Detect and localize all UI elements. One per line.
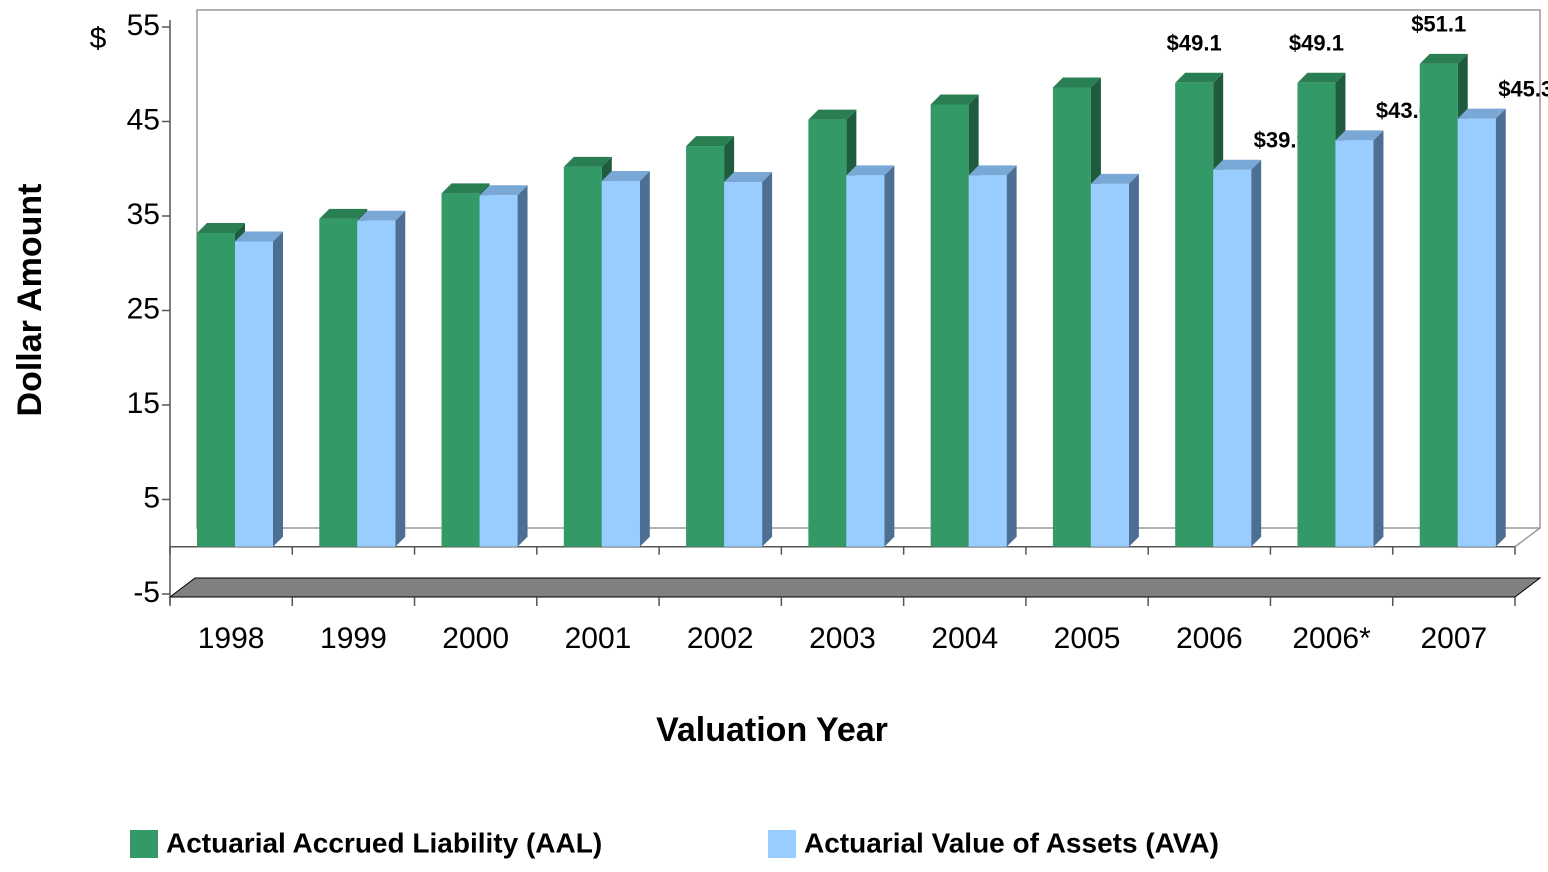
bar-top [235,231,283,242]
bar-side [517,185,528,547]
y-tick-label: 5 [143,481,160,514]
bar [1090,173,1139,547]
bar-top [319,208,368,219]
bar-top [930,94,979,105]
bar-top [441,183,490,194]
value-label: $49.1 [1167,31,1222,56]
bar-top [563,156,612,167]
value-label: $45.3 [1498,76,1548,101]
bar-top [1297,72,1346,83]
bar-front [930,104,969,547]
bar [235,231,283,547]
bar-top [1419,53,1468,64]
y-tick-label: 15 [127,387,160,420]
legend-swatch [130,830,158,858]
y-tick-label: 25 [127,292,160,325]
bar-front [686,146,725,547]
bar-top [724,171,773,182]
x-tick-label: 2007 [1420,622,1487,655]
bar-front [1213,169,1252,547]
bar-top [1052,77,1101,88]
y-tick-label: -5 [133,576,160,609]
bar-front [601,181,640,547]
bar-top [1090,173,1139,184]
bar-top [601,171,650,182]
bar-top [1213,159,1262,170]
bar-side [1251,159,1262,547]
bar-top [968,165,1017,176]
bar-side [1495,108,1506,547]
x-tick-label: 2006* [1292,622,1371,655]
bar-front [1297,82,1336,547]
bar-side [273,231,283,547]
x-axis-label: Valuation Year [656,711,888,749]
bar [357,210,406,547]
bar-front [197,233,235,547]
bar-front [479,195,518,547]
bar [724,171,773,547]
y-tick-label: 55 [127,9,160,42]
x-tick-label: 2004 [931,622,998,655]
legend-label: Actuarial Accrued Liability (AAL) [166,827,602,858]
bar-front [1335,140,1374,547]
bar [601,171,650,547]
y-tick-label: 45 [127,103,160,136]
bar-top [846,165,895,176]
bar-side [884,165,895,547]
legend-swatch [768,830,796,858]
bar-front [1175,82,1214,547]
legend-label: Actuarial Value of Assets (AVA) [804,827,1219,858]
x-tick-label: 2005 [1054,622,1121,655]
bar-front [1419,63,1458,547]
bar-top [1457,108,1506,119]
bar-top [197,223,245,234]
bar-front [357,220,396,547]
bar-side [762,171,773,547]
bar-top [808,109,857,120]
bar-front [846,175,885,547]
x-tick-label: 2001 [565,622,632,655]
bar-front [1052,87,1091,547]
x-tick-label: 2000 [442,622,509,655]
bar-side [1006,165,1017,547]
bar-top [686,136,735,147]
y-axis-label: Dollar Amount [11,184,49,417]
floor [168,577,1542,598]
bar [479,185,528,547]
bar-front [319,218,358,547]
bar-side [1128,173,1139,547]
bar-front [441,193,480,547]
bar-front [808,119,847,547]
bar-front [1090,183,1129,547]
bar-front [563,166,602,547]
bar-front [968,175,1007,547]
bar-front [235,241,273,547]
bar-top [1175,72,1224,83]
y-unit: $ [90,22,107,55]
value-label: $49.1 [1289,31,1344,56]
x-tick-label: 2002 [687,622,754,655]
x-tick-label: 1998 [198,622,265,655]
bar [1457,108,1506,547]
bar-side [639,171,650,547]
bar-side [395,210,406,547]
bar [1335,130,1384,547]
bar-top [479,185,528,196]
bar-front [724,181,763,547]
bar [1213,159,1262,547]
bar-side [1373,130,1384,547]
value-label: $51.1 [1411,12,1466,37]
x-tick-label: 1999 [320,622,387,655]
bar-front [1457,118,1496,547]
y-tick-label: 35 [127,198,160,231]
bar-top [357,210,406,221]
x-tick-label: 2003 [809,622,876,655]
x-tick-label: 2006 [1176,622,1243,655]
bar [968,165,1017,547]
bar [846,165,895,547]
zero-line-depth [1514,527,1541,548]
bar-top [1335,130,1384,141]
